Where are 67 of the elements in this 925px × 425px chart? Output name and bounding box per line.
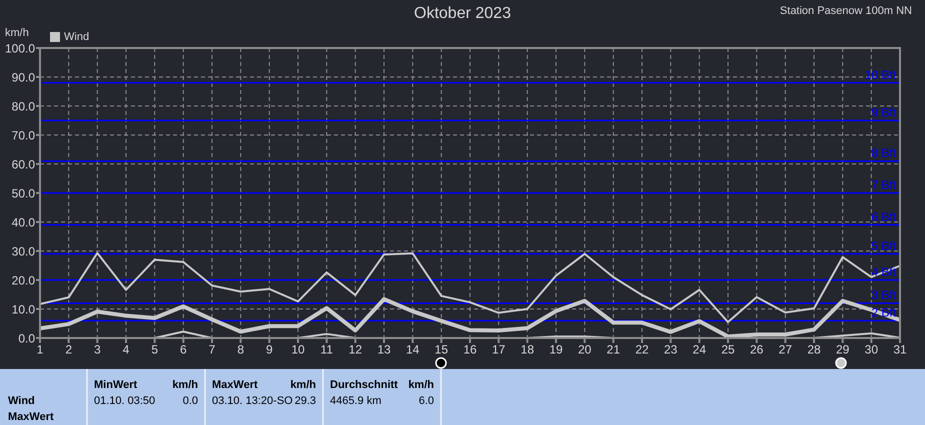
- ref-line-label: 8 Bft: [871, 146, 897, 160]
- x-tick-label: 28: [807, 342, 821, 357]
- x-tick-label: 16: [463, 342, 477, 357]
- ref-line-label: 3 Bft: [871, 288, 897, 302]
- x-tick-label: 5: [151, 342, 158, 357]
- text: 29.3: [294, 395, 316, 407]
- chart-subtitle: Station Pasenow 100m NN: [780, 5, 912, 17]
- ref-line-label: 5 Bft: [871, 238, 897, 253]
- x-tick-label: 18: [520, 342, 534, 357]
- text: MaxWert: [212, 379, 258, 391]
- x-tick-label: 3: [94, 342, 101, 357]
- y-tick-label: 30.0: [12, 244, 36, 258]
- text: MinWert: [94, 379, 138, 391]
- text: Durchschnitt: [330, 379, 398, 391]
- x-tick-label: 25: [721, 342, 735, 357]
- y-tick-label: 20.0: [12, 273, 36, 288]
- y-tick-label: 70.0: [12, 128, 36, 142]
- x-tick-label: 30: [864, 342, 878, 357]
- ref-line-label: 7 Bft: [871, 178, 897, 192]
- y-tick-label: 100.0: [4, 41, 36, 56]
- text: Wind: [8, 395, 35, 407]
- text: 03.10. 13:20-SO: [212, 395, 293, 407]
- x-tick-label: 31: [893, 342, 907, 357]
- text: 4465.9 km: [330, 395, 382, 407]
- x-tick-label: 20: [578, 342, 592, 357]
- x-tick-label: 12: [348, 342, 362, 357]
- x-tick-label: 24: [692, 342, 706, 357]
- y-axis-title: km/h: [5, 27, 29, 39]
- x-tick-label: 14: [406, 342, 420, 357]
- y-tick-label: 40.0: [12, 215, 36, 230]
- x-tick-label: 13: [377, 342, 391, 357]
- x-tick-label: 15: [434, 342, 448, 357]
- text: 01.10. 03:50: [94, 395, 156, 407]
- text: 0.0: [182, 395, 198, 407]
- x-tick-label: 23: [664, 342, 678, 357]
- x-tick-label: 27: [778, 342, 792, 357]
- y-tick-label: 10.0: [12, 302, 36, 316]
- x-tick-label: 22: [635, 342, 649, 357]
- text: km/h: [172, 379, 198, 391]
- x-tick-label: 19: [549, 342, 563, 357]
- x-tick-label: 29: [836, 342, 850, 357]
- ref-line-label: 9 Bft: [871, 106, 897, 120]
- text: MaxWert: [8, 411, 54, 423]
- x-tick-label: 26: [750, 342, 764, 357]
- text: 6.0: [418, 395, 434, 407]
- x-tick-label: 8: [237, 342, 244, 357]
- chart-title: Oktober 2023: [414, 5, 511, 22]
- x-tick-label: 21: [606, 342, 620, 357]
- y-tick-label: 90.0: [12, 70, 36, 84]
- x-tick-label: 2: [65, 342, 72, 357]
- ref-line-label: 6 Bft: [871, 210, 897, 224]
- x-tick-label: 10: [291, 342, 305, 357]
- ref-line-label: 10 Bft: [864, 68, 897, 82]
- x-tick-label: 6: [180, 342, 187, 357]
- y-tick-label: 0.0: [18, 331, 36, 346]
- text: km/h: [408, 379, 434, 391]
- text: km/h: [290, 379, 316, 391]
- x-tick-label: 11: [320, 342, 334, 357]
- x-tick-label: 4: [122, 342, 130, 357]
- x-tick-label: 9: [266, 342, 273, 357]
- y-tick-label: 80.0: [12, 99, 36, 114]
- x-tick-label: 1: [36, 342, 44, 357]
- x-tick-label: 7: [208, 342, 216, 357]
- x-tick-label: 17: [492, 342, 506, 357]
- y-tick-label: 60.0: [12, 157, 36, 172]
- legend-label: Wind: [64, 31, 90, 43]
- y-tick-label: 50.0: [12, 186, 36, 200]
